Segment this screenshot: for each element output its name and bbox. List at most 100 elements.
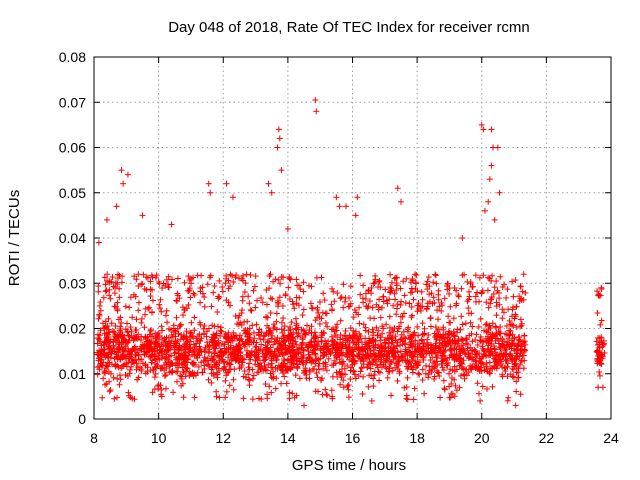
data-point [438, 299, 445, 306]
data-point [300, 361, 307, 368]
data-point [181, 279, 188, 286]
data-point [337, 331, 344, 338]
data-point [240, 395, 247, 402]
data-point [394, 377, 401, 384]
data-point [135, 307, 142, 314]
data-point [101, 330, 108, 337]
data-point [131, 345, 138, 352]
data-point [504, 286, 511, 293]
data-point [104, 271, 111, 278]
data-point [448, 380, 455, 387]
data-point [465, 310, 472, 317]
data-point [197, 321, 204, 328]
data-point [250, 287, 257, 294]
data-point [334, 344, 341, 351]
data-point [222, 280, 229, 287]
data-point [518, 320, 525, 327]
data-point [302, 367, 309, 374]
data-point [476, 337, 483, 344]
data-point [282, 342, 289, 349]
data-point [412, 271, 419, 278]
data-point [376, 277, 383, 284]
data-point [373, 301, 380, 308]
data-point [154, 385, 161, 392]
data-point [370, 280, 377, 287]
data-point [216, 394, 223, 401]
data-point [210, 289, 217, 296]
data-point [129, 359, 136, 366]
data-point [210, 373, 217, 380]
data-point [96, 311, 103, 318]
data-point [510, 322, 517, 329]
data-point [267, 295, 274, 302]
data-point [331, 298, 338, 305]
data-point [148, 326, 155, 333]
data-point [223, 334, 230, 341]
data-point [165, 273, 172, 280]
data-point [188, 280, 195, 287]
data-point [499, 342, 506, 349]
data-point [105, 315, 112, 322]
data-point [493, 278, 500, 285]
data-point [97, 360, 104, 367]
data-point [127, 294, 134, 301]
data-point [266, 383, 273, 390]
data-point [205, 180, 212, 187]
data-point [223, 388, 230, 395]
data-point [197, 285, 204, 292]
data-point [211, 349, 218, 356]
data-point [146, 347, 153, 354]
data-point [163, 276, 170, 283]
data-point [332, 324, 339, 331]
data-point [265, 327, 272, 334]
data-point [163, 361, 170, 368]
data-point [312, 343, 319, 350]
data-point [112, 322, 119, 329]
data-point [371, 352, 378, 359]
data-point [434, 361, 441, 368]
data-point [101, 274, 108, 281]
data-point [252, 273, 259, 280]
data-point [509, 373, 516, 380]
data-point [461, 271, 468, 278]
data-point [283, 367, 290, 374]
data-point [440, 324, 447, 331]
data-point [599, 384, 606, 391]
data-point [289, 364, 296, 371]
data-point [149, 286, 156, 293]
data-point [375, 368, 382, 375]
data-point [440, 349, 447, 356]
data-point [273, 310, 280, 317]
data-point [518, 346, 525, 353]
data-point [204, 339, 211, 346]
data-point [391, 344, 398, 351]
data-point [95, 288, 102, 295]
data-point [274, 144, 281, 151]
data-point [350, 327, 357, 334]
data-point [198, 335, 205, 342]
x-tick-label: 22 [539, 430, 555, 446]
data-point [316, 321, 323, 328]
data-point [313, 369, 320, 376]
data-point [391, 290, 398, 297]
data-point [419, 376, 426, 383]
y-tick-label: 0.02 [59, 321, 86, 337]
data-point [300, 347, 307, 354]
data-point [432, 350, 439, 357]
data-point [367, 365, 374, 372]
data-point [305, 329, 312, 336]
data-point [493, 352, 500, 359]
data-point [493, 299, 500, 306]
data-point [161, 335, 168, 342]
data-point [394, 328, 401, 335]
data-point [252, 304, 259, 311]
data-point [356, 304, 363, 311]
data-point [418, 336, 425, 343]
data-point [302, 331, 309, 338]
data-point [394, 301, 401, 308]
data-point [322, 319, 329, 326]
data-point [513, 324, 520, 331]
data-point [218, 328, 225, 335]
data-point [503, 346, 510, 353]
data-point [408, 363, 415, 370]
